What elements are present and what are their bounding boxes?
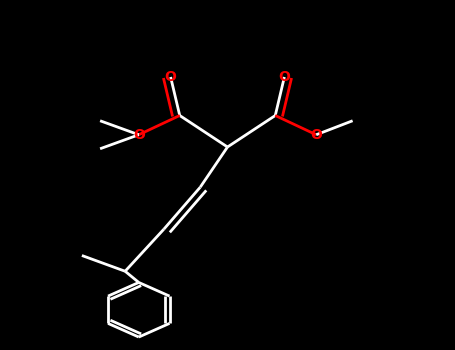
Text: O: O <box>310 128 322 142</box>
Text: O: O <box>165 70 177 84</box>
Text: O: O <box>278 70 290 84</box>
Text: O: O <box>133 128 145 142</box>
